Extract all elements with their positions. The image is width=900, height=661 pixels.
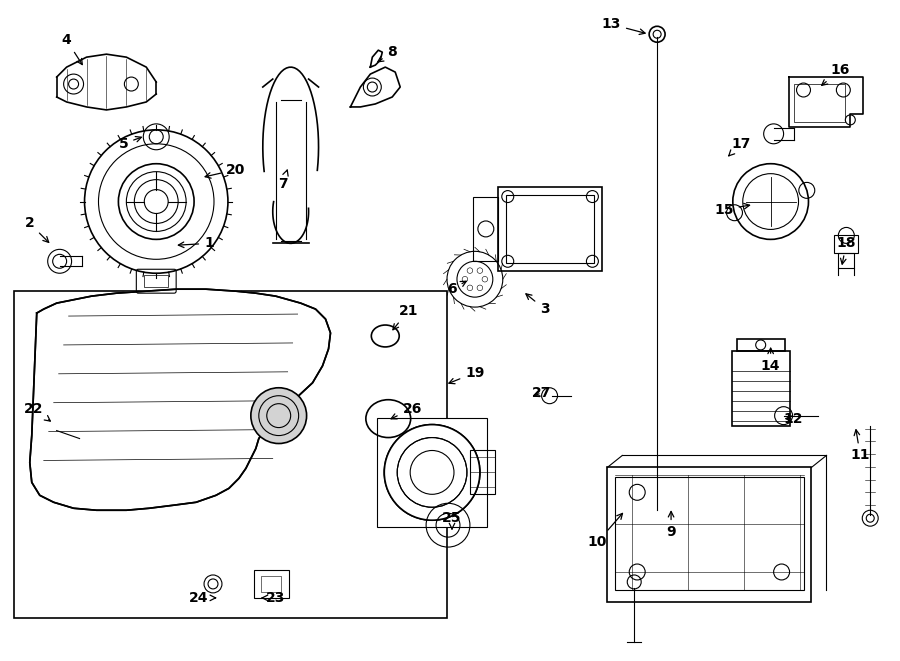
Bar — [498, 186, 602, 271]
Text: 1: 1 — [178, 237, 214, 251]
Bar — [261, 576, 281, 592]
Text: 24: 24 — [189, 591, 216, 605]
Bar — [608, 467, 812, 602]
Text: 7: 7 — [278, 170, 288, 190]
Bar — [737, 339, 785, 351]
Text: 12: 12 — [784, 412, 804, 426]
Text: 9: 9 — [666, 512, 676, 539]
Circle shape — [251, 388, 307, 444]
Text: 26: 26 — [391, 402, 422, 419]
Bar — [472, 196, 498, 261]
Bar — [470, 451, 495, 494]
Text: 6: 6 — [447, 281, 466, 296]
Text: 14: 14 — [760, 348, 780, 373]
Text: 16: 16 — [822, 63, 850, 85]
Text: 11: 11 — [850, 430, 870, 463]
Text: 19: 19 — [449, 366, 484, 384]
Text: 5: 5 — [119, 137, 141, 151]
Text: 18: 18 — [837, 237, 856, 264]
Text: 8: 8 — [378, 45, 397, 62]
Text: 20: 20 — [205, 163, 246, 178]
Bar — [506, 194, 594, 263]
Bar — [839, 253, 854, 268]
Text: 17: 17 — [729, 137, 751, 156]
Bar — [144, 275, 168, 287]
Text: 22: 22 — [24, 402, 50, 421]
Circle shape — [384, 424, 480, 520]
Bar — [732, 351, 789, 426]
Bar — [377, 418, 487, 527]
Polygon shape — [788, 77, 863, 127]
Text: 3: 3 — [526, 293, 549, 316]
Text: 23: 23 — [262, 591, 285, 605]
Bar — [616, 477, 804, 590]
Text: 27: 27 — [532, 386, 552, 400]
Polygon shape — [30, 289, 330, 510]
Text: 10: 10 — [588, 514, 623, 549]
Text: 15: 15 — [714, 202, 750, 217]
Text: 21: 21 — [393, 304, 418, 330]
Text: 4: 4 — [62, 33, 82, 65]
Bar — [14, 291, 447, 618]
Bar — [794, 84, 845, 122]
Text: 2: 2 — [25, 216, 49, 243]
Bar — [834, 235, 859, 253]
Bar — [254, 570, 289, 598]
Text: 25: 25 — [442, 511, 462, 529]
Text: 13: 13 — [601, 17, 645, 34]
Circle shape — [384, 424, 480, 520]
